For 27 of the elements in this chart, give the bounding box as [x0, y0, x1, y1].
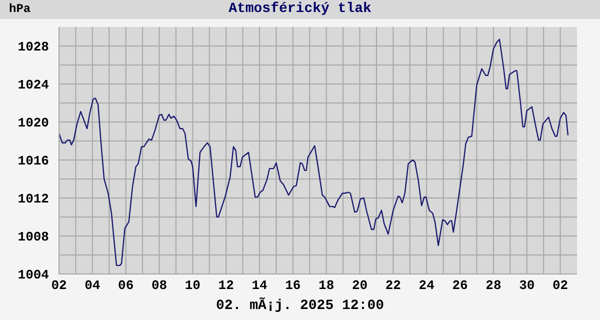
- y-tick-label: 1004: [18, 268, 50, 283]
- x-tick-label: 26: [452, 278, 468, 294]
- y-tick-label: 1008: [18, 230, 50, 245]
- x-tick-label: 14: [252, 278, 268, 294]
- x-tick-label: 04: [84, 278, 100, 294]
- y-tick-label: 1024: [18, 78, 50, 93]
- x-tick-label: 08: [151, 278, 168, 294]
- x-tick-label: 10: [184, 278, 201, 294]
- x-tick-label: 06: [118, 278, 134, 294]
- y-tick-label: 1012: [18, 192, 50, 207]
- y-tick-label: 1020: [18, 116, 50, 131]
- x-tick-label: 22: [385, 278, 402, 294]
- y-tick-label: 1016: [18, 154, 50, 169]
- x-tick-label: 20: [352, 278, 368, 294]
- y-axis-title: hPa: [9, 2, 31, 16]
- y-tick-label: 1028: [18, 40, 50, 55]
- x-tick-label: 24: [418, 278, 435, 294]
- x-tick-label: 30: [519, 278, 535, 294]
- line-series: [59, 38, 569, 266]
- chart-title: Atmosférický tlak: [228, 1, 372, 17]
- x-tick-label: 16: [285, 278, 301, 294]
- x-tick-label: 02: [552, 278, 568, 294]
- x-tick-label: 12: [218, 278, 234, 294]
- x-tick-label: 28: [486, 278, 502, 294]
- x-tick-label: 02: [51, 278, 67, 294]
- text: 02. mÃ¡j. 2025 12:00: [214, 298, 386, 314]
- x-tick-label: 18: [318, 278, 334, 294]
